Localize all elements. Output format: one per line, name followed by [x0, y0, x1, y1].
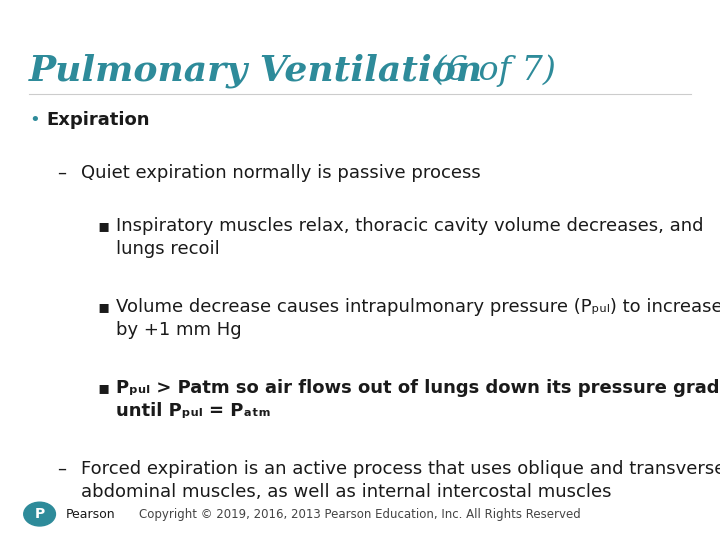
Text: Expiration: Expiration: [47, 111, 150, 129]
Text: (6 of 7): (6 of 7): [423, 54, 556, 86]
Text: Pulmonary Ventilation: Pulmonary Ventilation: [29, 54, 483, 89]
Text: Pₚᵤₗ > Patm so air flows out of lungs down its pressure gradient
until Pₚᵤₗ = Pₐ: Pₚᵤₗ > Patm so air flows out of lungs do…: [116, 379, 720, 420]
Text: –: –: [58, 164, 66, 181]
Text: ▪: ▪: [97, 379, 109, 396]
Text: Pearson: Pearson: [66, 508, 115, 521]
Text: –: –: [58, 460, 66, 477]
Circle shape: [24, 502, 55, 526]
Text: Inspiratory muscles relax, thoracic cavity volume decreases, and
lungs recoil: Inspiratory muscles relax, thoracic cavi…: [116, 217, 703, 258]
Text: Quiet expiration normally is passive process: Quiet expiration normally is passive pro…: [81, 164, 480, 181]
Text: P: P: [35, 507, 45, 521]
Text: Copyright © 2019, 2016, 2013 Pearson Education, Inc. All Rights Reserved: Copyright © 2019, 2016, 2013 Pearson Edu…: [139, 508, 581, 521]
Text: ▪: ▪: [97, 217, 109, 234]
Text: Forced expiration is an active process that uses oblique and transverse
abdomina: Forced expiration is an active process t…: [81, 460, 720, 501]
Text: Volume decrease causes intrapulmonary pressure (Pₚᵤₗ) to increase
by +1 mm Hg: Volume decrease causes intrapulmonary pr…: [116, 298, 720, 339]
Text: ▪: ▪: [97, 298, 109, 315]
Text: •: •: [29, 111, 40, 129]
